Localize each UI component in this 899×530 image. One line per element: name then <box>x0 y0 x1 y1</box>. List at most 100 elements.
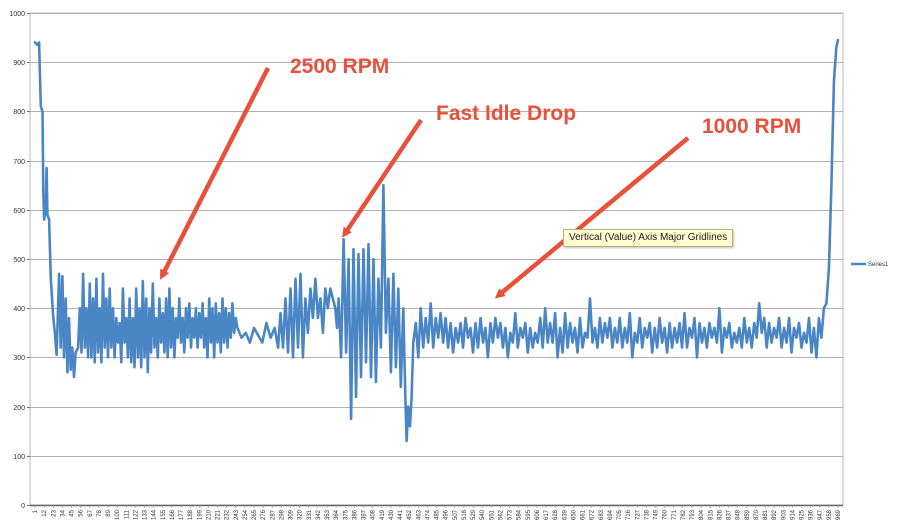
x-tick-label: 848 <box>736 509 742 520</box>
x-tick-label: 738 <box>644 509 650 520</box>
x-tick-label: 254 <box>243 509 249 520</box>
annotation-arrow <box>342 118 423 238</box>
x-tick-label: 837 <box>727 509 733 520</box>
x-tick-label: 639 <box>562 509 568 520</box>
x-tick-label: 661 <box>581 509 587 520</box>
legend[interactable]: Series1 <box>851 262 889 268</box>
annotations: 2500 RPM Fast Idle Drop 1000 RPM <box>159 55 801 299</box>
x-tick-label: 496 <box>444 509 450 520</box>
x-tick-label: 870 <box>754 509 760 520</box>
y-tick-label: 300 <box>13 355 25 362</box>
x-tick-label: 298 <box>279 509 285 520</box>
x-tick-label: 474 <box>425 509 431 520</box>
x-tick-label: 177 <box>179 509 185 520</box>
x-tick-label: 903 <box>781 509 787 520</box>
x-tick-label: 771 <box>672 509 678 520</box>
y-axis: 0 100 200 300 400 500 600 700 800 900 1000 <box>9 11 30 510</box>
x-tick-label: 221 <box>216 509 222 520</box>
x-tick-label: 628 <box>553 509 559 520</box>
x-tick-label: 540 <box>480 509 486 520</box>
x-tick-label: 573 <box>508 509 514 520</box>
y-tick-label: 1000 <box>9 11 25 18</box>
x-tick-label: 815 <box>708 509 714 520</box>
x-tick-label: 276 <box>261 509 267 520</box>
y-tick-label: 0 <box>21 503 25 510</box>
x-tick-label: 265 <box>252 509 258 520</box>
x-tick-label: 551 <box>489 509 495 520</box>
x-tick-label: 683 <box>599 509 605 520</box>
y-tick-label: 600 <box>13 208 25 215</box>
annotation-arrow <box>159 66 271 280</box>
x-tick-label: 199 <box>197 509 203 520</box>
x-tick-label: 485 <box>435 509 441 520</box>
y-tick-label: 400 <box>13 306 25 313</box>
x-tick-label: 749 <box>654 509 660 520</box>
x-tick-label: 958 <box>827 509 833 520</box>
x-tick-label: 694 <box>608 509 614 520</box>
x-tick-label: 320 <box>298 509 304 520</box>
x-tick-label: 1 <box>33 509 39 513</box>
x-tick-label: 529 <box>471 509 477 520</box>
legend-label: Series1 <box>868 262 889 268</box>
x-tick-label: 188 <box>188 509 194 520</box>
x-tick-label: 386 <box>352 509 358 520</box>
x-tick-label: 56 <box>79 509 85 516</box>
x-tick-label: 859 <box>745 509 751 520</box>
x-tick-label: 672 <box>590 509 596 520</box>
annotation-label: Fast Idle Drop <box>436 102 576 125</box>
x-tick-label: 397 <box>362 509 368 520</box>
gridline-tooltip: Vertical (Value) Axis Major Gridlines <box>563 229 734 247</box>
x-tick-label: 12 <box>42 509 48 516</box>
x-tick-label: 23 <box>51 509 57 516</box>
x-tick-label: 243 <box>234 509 240 520</box>
x-tick-label: 155 <box>161 509 167 520</box>
annotation-label: 1000 RPM <box>702 115 801 138</box>
x-tick-label: 518 <box>462 509 468 520</box>
y-tick-label: 200 <box>13 405 25 412</box>
x-tick-label: 793 <box>690 509 696 520</box>
x-tick-label: 606 <box>535 509 541 520</box>
x-tick-label: 716 <box>626 509 632 520</box>
x-tick-label: 408 <box>371 509 377 520</box>
x-tick-label: 925 <box>800 509 806 520</box>
x-tick-label: 342 <box>316 509 322 520</box>
x-tick-label: 804 <box>699 509 705 520</box>
y-tick-label: 800 <box>13 109 25 116</box>
x-tick-label: 562 <box>498 509 504 520</box>
y-tick-label: 500 <box>13 257 25 264</box>
series-layer <box>33 38 840 443</box>
x-tick-label: 364 <box>334 509 340 520</box>
x-axis: 1 12 23 34 45 56 67 78 89 100 111 122 133 144 155 166 17… <box>30 504 843 520</box>
x-tick-label: 353 <box>325 509 331 520</box>
x-tick-label: 826 <box>717 509 723 520</box>
x-tick-label: 309 <box>289 509 295 520</box>
x-tick-label: 133 <box>143 509 149 520</box>
x-tick-label: 441 <box>398 509 404 520</box>
x-tick-label: 375 <box>343 509 349 520</box>
y-tick-label: 100 <box>13 454 25 461</box>
x-tick-label: 507 <box>453 509 459 520</box>
x-tick-label: 584 <box>517 509 523 520</box>
x-tick-label: 969 <box>836 509 842 520</box>
annotation-arrow <box>494 136 690 299</box>
x-tick-label: 705 <box>617 509 623 520</box>
x-tick-label: 122 <box>133 509 139 520</box>
x-tick-label: 419 <box>380 509 386 520</box>
x-tick-label: 144 <box>152 509 158 520</box>
series-line-Series1 <box>33 38 840 443</box>
x-tick-label: 232 <box>225 509 231 520</box>
x-tick-label: 782 <box>681 509 687 520</box>
x-tick-label: 936 <box>809 509 815 520</box>
x-tick-label: 67 <box>88 509 94 516</box>
x-tick-label: 650 <box>571 509 577 520</box>
x-tick-label: 463 <box>416 509 422 520</box>
x-tick-label: 89 <box>106 509 112 516</box>
x-tick-label: 881 <box>763 509 769 520</box>
x-tick-label: 287 <box>270 509 276 520</box>
x-tick-label: 595 <box>526 509 532 520</box>
x-tick-label: 100 <box>115 509 121 520</box>
x-tick-label: 914 <box>790 509 796 520</box>
gridlines[interactable] <box>29 12 844 506</box>
y-tick-label: 700 <box>13 159 25 166</box>
